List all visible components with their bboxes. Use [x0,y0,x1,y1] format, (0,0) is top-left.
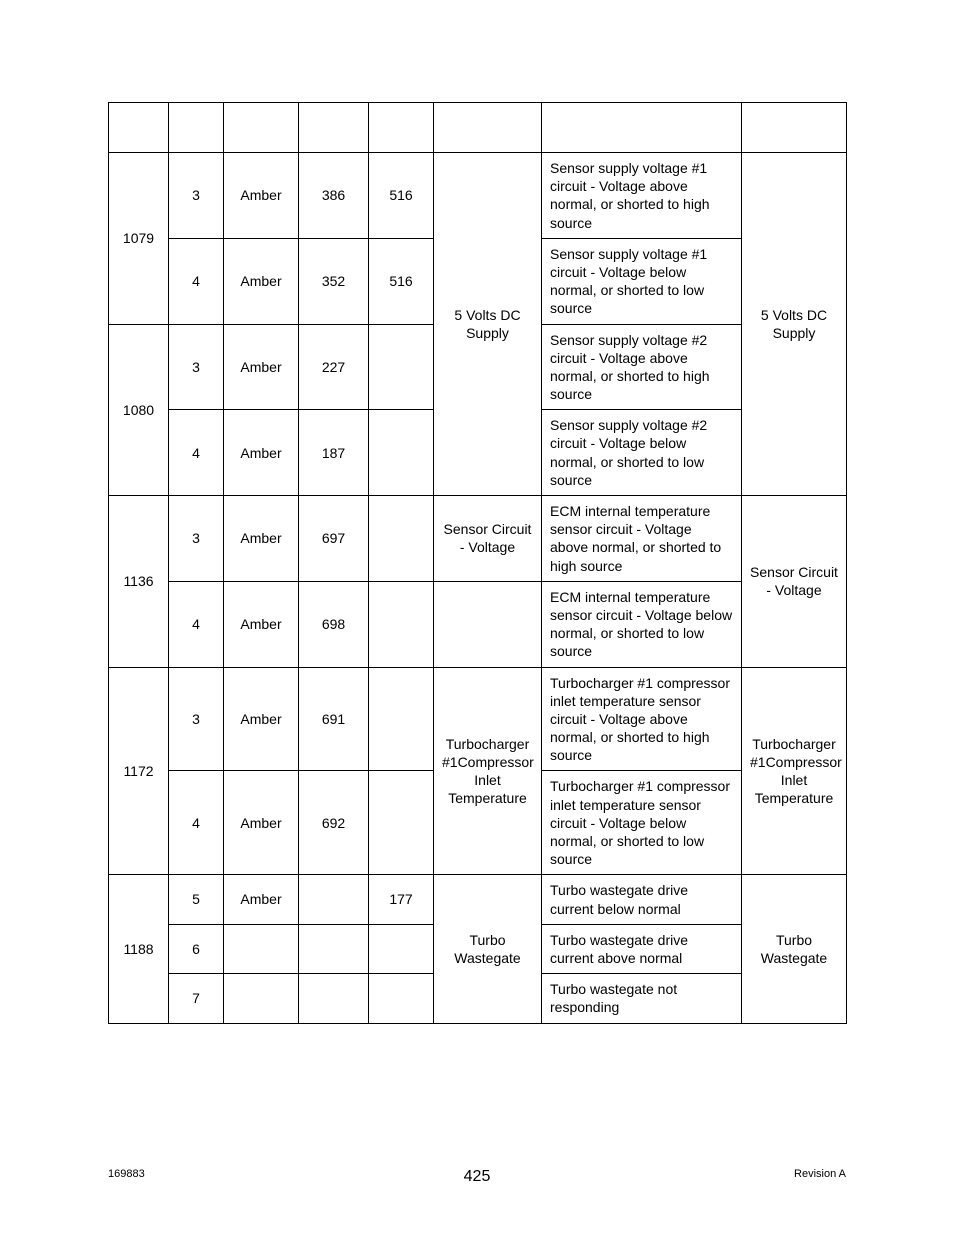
value-cell: Amber [224,238,299,324]
value-cell: 4 [169,771,224,875]
value-cell: 697 [299,496,369,582]
value-cell: 4 [169,581,224,667]
component-cell-2: Sensor Circuit - Voltage [742,496,847,668]
table-header-cell [299,103,369,153]
footer-page-number: 425 [464,1168,491,1186]
page: 10793Amber3865165 Volts DC SupplySensor … [0,0,954,1235]
spn-cell: 1079 [109,153,169,325]
value-cell [369,771,434,875]
component-cell [434,581,542,667]
component-cell-2: 5 Volts DC Supply [742,153,847,496]
value-cell [299,875,369,924]
value-cell [369,324,434,410]
value-cell [369,974,434,1023]
value-cell: Amber [224,324,299,410]
value-cell: Amber [224,410,299,496]
description-cell: ECM internal temperature sensor circuit … [542,581,742,667]
value-cell: Amber [224,581,299,667]
value-cell: 227 [299,324,369,410]
table-row: 10793Amber3865165 Volts DC SupplySensor … [109,153,847,239]
description-cell: Turbo wastegate not responding [542,974,742,1023]
value-cell: Amber [224,667,299,771]
description-cell: Sensor supply voltage #1 circuit - Volta… [542,153,742,239]
table-row: 11885Amber177Turbo WastegateTurbo wasteg… [109,875,847,924]
value-cell: 3 [169,496,224,582]
footer-revision: Revision A [794,1168,846,1180]
table-row: 11363Amber697Sensor Circuit - VoltageECM… [109,496,847,582]
description-cell: Turbo wastegate drive current above norm… [542,924,742,973]
value-cell: 177 [369,875,434,924]
value-cell: Amber [224,771,299,875]
table-header-cell [109,103,169,153]
table-header-cell [169,103,224,153]
value-cell [224,924,299,973]
description-cell: Turbocharger #1 compressor inlet tempera… [542,771,742,875]
value-cell: 3 [169,667,224,771]
value-cell: 516 [369,153,434,239]
value-cell [369,496,434,582]
value-cell: 516 [369,238,434,324]
component-cell-2: Turbocharger #1Compressor Inlet Temperat… [742,667,847,875]
value-cell: 187 [299,410,369,496]
value-cell [369,667,434,771]
table-row: 4Amber698 ECM internal temperature sensor… [109,581,847,667]
value-cell: 692 [299,771,369,875]
value-cell: 5 [169,875,224,924]
value-cell: 3 [169,153,224,239]
value-cell [369,581,434,667]
description-cell: Sensor supply voltage #2 circuit - Volta… [542,410,742,496]
value-cell: 3 [169,324,224,410]
value-cell: 7 [169,974,224,1023]
value-cell: Amber [224,875,299,924]
component-cell: Turbocharger #1Compressor Inlet Temperat… [434,667,542,875]
value-cell [299,924,369,973]
table-header-cell [742,103,847,153]
value-cell: 4 [169,238,224,324]
description-cell: ECM internal temperature sensor circuit … [542,496,742,582]
table-header-cell [369,103,434,153]
value-cell: 386 [299,153,369,239]
spn-cell: 1172 [109,667,169,875]
footer-doc-id: 169883 [108,1168,145,1180]
value-cell: 352 [299,238,369,324]
value-cell: 4 [169,410,224,496]
table-header-cell [434,103,542,153]
table-header-row [109,103,847,153]
component-cell: 5 Volts DC Supply [434,153,542,496]
component-cell: Turbo Wastegate [434,875,542,1023]
description-cell: Sensor supply voltage #2 circuit - Volta… [542,324,742,410]
spn-cell: 1080 [109,324,169,496]
component-cell-2: Turbo Wastegate [742,875,847,1023]
value-cell: 6 [169,924,224,973]
table-header-cell [224,103,299,153]
value-cell: Amber [224,496,299,582]
description-cell: Sensor supply voltage #1 circuit - Volta… [542,238,742,324]
description-cell: Turbocharger #1 compressor inlet tempera… [542,667,742,771]
page-footer: 169883 425 Revision A [108,1168,846,1180]
value-cell [369,924,434,973]
table-row: 11723Amber691Turbocharger #1Compressor I… [109,667,847,771]
value-cell: 698 [299,581,369,667]
spn-cell: 1136 [109,496,169,668]
value-cell: Amber [224,153,299,239]
table-header-cell [542,103,742,153]
description-cell: Turbo wastegate drive current below norm… [542,875,742,924]
value-cell [224,974,299,1023]
fault-code-table: 10793Amber3865165 Volts DC SupplySensor … [108,102,847,1024]
component-cell: Sensor Circuit - Voltage [434,496,542,582]
value-cell: 691 [299,667,369,771]
value-cell [299,974,369,1023]
spn-cell: 1188 [109,875,169,1023]
value-cell [369,410,434,496]
